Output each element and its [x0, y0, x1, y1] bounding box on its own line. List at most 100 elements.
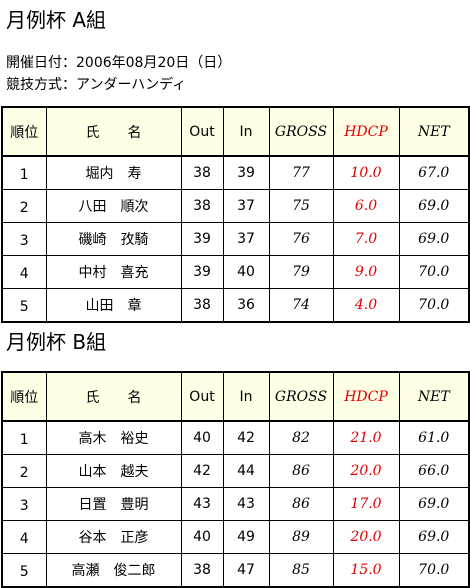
cell: 67.0 [398, 155, 470, 190]
header-cell: Out [180, 371, 224, 422]
cell: 3 [1, 487, 47, 521]
cell: 79 [268, 255, 334, 289]
cell: 17.0 [332, 487, 400, 521]
header-cell: GROSS [268, 106, 334, 157]
page: {"sections": [ {"title": "月例杯 A組", "info… [1, 8, 470, 588]
header-cell: 氏 名 [45, 106, 182, 157]
header-cell: HDCP [332, 106, 400, 157]
cell: 7.0 [332, 222, 400, 256]
cell: 82 [268, 420, 334, 455]
cell: 40 [180, 520, 224, 554]
cell: 37 [222, 189, 270, 223]
data-row: 1 高木 裕史 40 42 82 21.0 61.0 [1, 420, 470, 455]
header-cell: 順位 [1, 106, 47, 157]
cell: 中村 喜充 [45, 255, 182, 289]
cell: 38 [180, 189, 224, 223]
info-line: 競技方式：アンダーハンディ [6, 77, 187, 93]
cell: 4 [1, 520, 47, 554]
cell: 86 [268, 454, 334, 488]
cell: 21.0 [332, 420, 400, 455]
cell: 42 [222, 420, 270, 455]
score-table: 順位氏 名 Out In GROSS HDCP NET 1 高木 裕史 40 42 82 21.0 61… [1, 371, 470, 588]
header-cell: NET [398, 106, 470, 157]
header-row: 順位氏 名 Out In GROSS HDCP NET [1, 371, 470, 422]
data-row: 3 磯崎 孜騎 39 37 76 7.0 69.0 [1, 222, 470, 256]
cell: 4 [1, 255, 47, 289]
header-cell: In [222, 371, 270, 422]
cell: 86 [268, 487, 334, 521]
cell: 1 [1, 155, 47, 190]
cell: 20.0 [332, 454, 400, 488]
header-cell: 順位 [1, 371, 47, 422]
data-row: 5 山田 章 38 36 74 4.0 70.0 [1, 288, 470, 323]
cell: 43 [180, 487, 224, 521]
cell: 5 [1, 288, 47, 323]
cell: 堀内 寿 [45, 155, 182, 190]
cell: 66.0 [398, 454, 470, 488]
cell: 61.0 [398, 420, 470, 455]
score-table: 順位氏 名 Out In GROSS HDCP NET 1 堀内 寿 38 39 77 10.0 67.… [1, 106, 470, 323]
cell: 69.0 [398, 520, 470, 554]
cell: 磯崎 孜騎 [45, 222, 182, 256]
cell: 高瀬 俊二郎 [45, 553, 182, 588]
cell: 76 [268, 222, 334, 256]
cell: 38 [180, 553, 224, 588]
data-row: 5 高瀬 俊二郎 38 47 85 15.0 70.0 [1, 553, 470, 588]
cell: 40 [180, 420, 224, 455]
cell: 山田 章 [45, 288, 182, 323]
info-line: 開催日付：2006年08月20日（日） [6, 55, 232, 71]
cell: 47 [222, 553, 270, 588]
cell: 74 [268, 288, 334, 323]
cell: 69.0 [398, 222, 470, 256]
cell: 38 [180, 155, 224, 190]
cell: 75 [268, 189, 334, 223]
cell: 39 [180, 222, 224, 256]
data-row: 2 山本 越夫 42 44 86 20.0 66.0 [1, 454, 470, 488]
cell: 谷本 正彦 [45, 520, 182, 554]
cell: 10.0 [332, 155, 400, 190]
cell: 5 [1, 553, 47, 588]
cell: 43 [222, 487, 270, 521]
cell: 40 [222, 255, 270, 289]
header-cell: 氏 名 [45, 371, 182, 422]
data-row: 3 日置 豊明 43 43 86 17.0 69.0 [1, 487, 470, 521]
cell: 49 [222, 520, 270, 554]
cell: 2 [1, 189, 47, 223]
cell: 20.0 [332, 520, 400, 554]
header-cell: HDCP [332, 371, 400, 422]
cell: 4.0 [332, 288, 400, 323]
cell: 44 [222, 454, 270, 488]
cell: 70.0 [398, 288, 470, 323]
header-cell: In [222, 106, 270, 157]
cell: 39 [180, 255, 224, 289]
cell: 2 [1, 454, 47, 488]
header-cell: GROSS [268, 371, 334, 422]
cell: 八田 順次 [45, 189, 182, 223]
cell: 9.0 [332, 255, 400, 289]
cell: 77 [268, 155, 334, 190]
header-cell: NET [398, 371, 470, 422]
cell: 70.0 [398, 255, 470, 289]
cell: 37 [222, 222, 270, 256]
cell: 高木 裕史 [45, 420, 182, 455]
data-row: 4 谷本 正彦 40 49 89 20.0 69.0 [1, 520, 470, 554]
cell: 15.0 [332, 553, 400, 588]
cell: 日置 豊明 [45, 487, 182, 521]
section-title: 月例杯 A組 [6, 8, 107, 32]
cell: 6.0 [332, 189, 400, 223]
section-title: 月例杯 B組 [6, 330, 107, 354]
cell: 36 [222, 288, 270, 323]
data-row: 4 中村 喜充 39 40 79 9.0 70.0 [1, 255, 470, 289]
data-row: 2 八田 順次 38 37 75 6.0 69.0 [1, 189, 470, 223]
cell: 42 [180, 454, 224, 488]
cell: 69.0 [398, 487, 470, 521]
cell: 85 [268, 553, 334, 588]
cell: 69.0 [398, 189, 470, 223]
cell: 1 [1, 420, 47, 455]
data-row: 1 堀内 寿 38 39 77 10.0 67.0 [1, 155, 470, 190]
header-cell: Out [180, 106, 224, 157]
header-row: 順位氏 名 Out In GROSS HDCP NET [1, 106, 470, 157]
cell: 山本 越夫 [45, 454, 182, 488]
cell: 70.0 [398, 553, 470, 588]
cell: 38 [180, 288, 224, 323]
